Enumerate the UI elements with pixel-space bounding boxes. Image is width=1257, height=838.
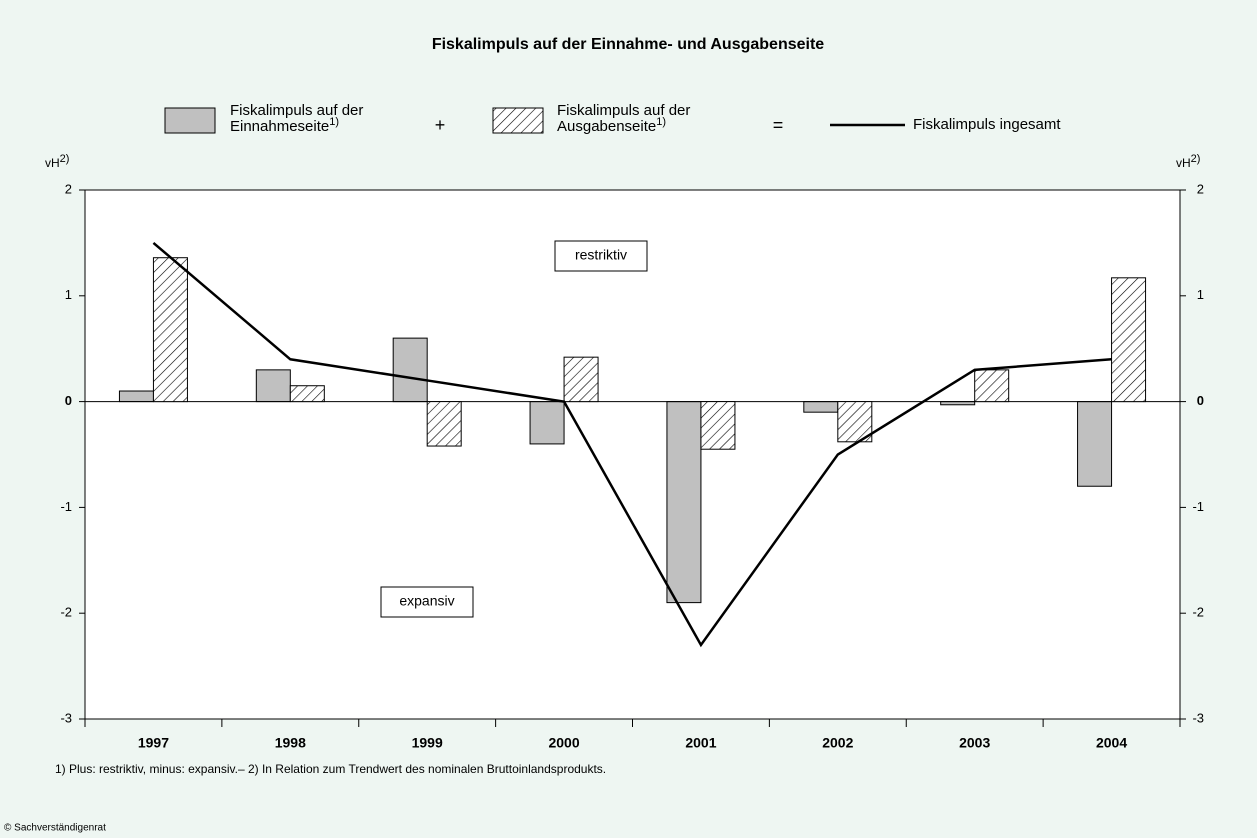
footnote: 1) Plus: restriktiv, minus: expansiv.– 2…	[55, 762, 606, 776]
hatched-bar	[700, 401, 736, 450]
legend-label: Fiskalimpuls auf der Einnahmeseite1)	[230, 103, 400, 135]
annotation-box	[554, 240, 648, 272]
y-tick-label: 2	[65, 181, 72, 196]
bar	[803, 401, 839, 413]
x-tick-label: 1997	[138, 735, 169, 751]
hatched-bar	[152, 257, 188, 403]
y-axis-label: vH2)	[45, 153, 70, 171]
annotation: restriktiv	[575, 247, 627, 263]
hatched-bar	[563, 356, 599, 403]
legend-text-part: 1)	[656, 116, 667, 128]
bar	[1077, 401, 1113, 487]
y-tick-label: 1	[65, 287, 72, 302]
y2-tick-label: 1	[1197, 287, 1204, 302]
x-tick-label: 2003	[959, 735, 990, 751]
y2-tick-label: -3	[1192, 710, 1204, 725]
y2-tick-label: -1	[1192, 499, 1204, 514]
bar	[529, 401, 565, 445]
x-tick-label: 1999	[412, 735, 443, 751]
y2-tick-label: 0	[1197, 393, 1204, 408]
annotation: expansiv	[399, 593, 454, 609]
x-tick-label: 2004	[1096, 735, 1127, 751]
legend-text-part: Fiskalimpuls auf der Ausgabenseite	[557, 102, 691, 135]
y-tick-label: 0	[65, 393, 72, 408]
x-tick-label: 2000	[548, 735, 579, 751]
legend-label: Fiskalimpuls ingesamt	[913, 117, 1163, 133]
hatched-bar	[289, 385, 325, 403]
legend-text-part: 1)	[329, 116, 340, 128]
y2-tick-label: -2	[1192, 605, 1204, 620]
bar	[666, 401, 702, 604]
annotation-box	[380, 586, 474, 618]
y-tick-label: -3	[60, 710, 72, 725]
legend-operator: +	[435, 115, 446, 135]
legend-swatch	[164, 107, 216, 134]
legend-text-part: Fiskalimpuls auf der Einnahmeseite	[230, 102, 364, 135]
hatched-bar	[837, 401, 873, 443]
chart-title: Fiskalimpuls auf der Einnahme- und Ausga…	[432, 36, 824, 53]
legend-text-part: Fiskalimpuls ingesamt	[913, 116, 1061, 133]
bar	[118, 390, 154, 403]
legend-operator: =	[773, 115, 784, 135]
y2-axis-label: vH2)	[1176, 153, 1201, 171]
y-tick-label: -2	[60, 605, 72, 620]
line	[152, 241, 1112, 648]
hatched-bar	[974, 369, 1010, 403]
y-tick-label: -1	[60, 499, 72, 514]
bar	[392, 337, 428, 403]
x-tick-label: 2001	[685, 735, 716, 751]
x-tick-label: 2002	[822, 735, 853, 751]
hatched-bar	[426, 401, 462, 447]
source: © Sachverständigenrat	[4, 823, 106, 834]
legend-label: Fiskalimpuls auf der Ausgabenseite1)	[557, 103, 727, 135]
plot-area	[84, 189, 1181, 720]
x-tick-label: 1998	[275, 735, 306, 751]
bar	[255, 369, 291, 403]
legend-swatch	[492, 107, 544, 134]
hatched-bar	[1111, 277, 1147, 403]
y2-tick-label: 2	[1197, 181, 1204, 196]
